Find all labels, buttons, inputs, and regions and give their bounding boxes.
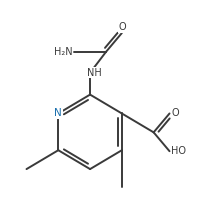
Text: O: O <box>172 108 179 118</box>
Text: N: N <box>54 108 62 118</box>
Text: HO: HO <box>172 146 186 156</box>
Text: O: O <box>118 22 126 32</box>
Text: NH: NH <box>87 68 101 78</box>
Text: H₂N: H₂N <box>54 47 72 57</box>
